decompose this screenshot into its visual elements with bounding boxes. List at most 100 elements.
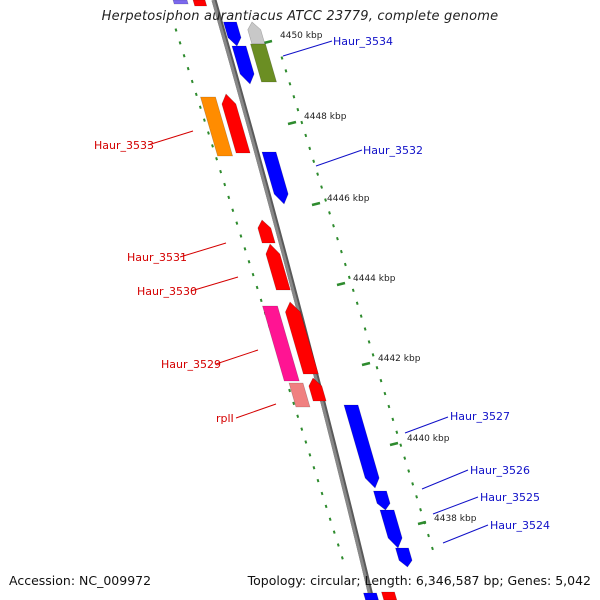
gene-label-haur-3533[interactable]: Haur_3533 (94, 139, 155, 152)
gene-haur-3525 (379, 509, 403, 549)
gene-haur-3534 (231, 45, 255, 85)
right-dot-track (403, 456, 407, 460)
gene-feature (192, 0, 208, 7)
right-dot-track (332, 224, 335, 228)
gene-label-rpli[interactable]: rplI (216, 412, 234, 425)
right-dot-track (288, 82, 292, 86)
right-dot-track (351, 288, 355, 293)
left-dot-track (247, 260, 251, 264)
left-dot-track (332, 530, 336, 534)
right-dot-track (284, 69, 288, 73)
left-dot-track (235, 221, 239, 225)
label-leader-line (215, 349, 259, 365)
gene-haur-3534-b (250, 43, 277, 83)
left-dot-track (207, 131, 210, 135)
gene-haur-3529-b (285, 301, 319, 375)
label-leader-line (432, 496, 479, 515)
left-dot-track (243, 247, 247, 251)
right-dot-track (399, 443, 403, 447)
left-dot-track (178, 41, 182, 45)
left-dot-track (198, 105, 202, 109)
label-leader-line (442, 524, 489, 544)
right-dot-track (391, 417, 395, 422)
scale-label: 4450 kbp (280, 31, 323, 41)
label-leader-line (190, 276, 239, 292)
gene-haur-3533 (200, 96, 234, 157)
right-dot-track (427, 533, 430, 538)
gene-haur-3527 (343, 404, 380, 489)
left-dot-track (174, 28, 178, 32)
left-dot-track (340, 556, 344, 560)
right-dot-track (316, 172, 320, 176)
left-dot-track (316, 478, 320, 483)
gene-label-haur-3531[interactable]: Haur_3531 (127, 251, 188, 264)
right-dot-track (328, 211, 331, 215)
gene-label-haur-3526[interactable]: Haur_3526 (470, 464, 531, 477)
right-dot-track (415, 495, 419, 499)
label-leader-line (179, 242, 227, 258)
gene-haur-3526 (373, 490, 391, 511)
right-dot-track (355, 301, 359, 305)
gene-label-haur-3524[interactable]: Haur_3524 (490, 519, 551, 532)
gene-rpli (288, 382, 311, 408)
gene-label-haur-3529[interactable]: Haur_3529 (161, 358, 222, 371)
right-dot-track (411, 482, 415, 486)
right-dot-track (300, 120, 304, 125)
scale-tick (263, 39, 273, 45)
left-dot-track (304, 440, 308, 444)
left-dot-track (186, 66, 190, 71)
right-dot-track (363, 327, 367, 331)
scale-label: 4440 kbp (407, 434, 450, 444)
right-dot-track (419, 507, 422, 512)
gene-haur-3535 (223, 21, 242, 47)
genome-title: Herpetosiphon aurantiacus ATCC 23779, co… (101, 9, 499, 24)
right-dot-track (371, 353, 375, 357)
right-dot-track (407, 469, 411, 473)
gene-label-haur-3525[interactable]: Haur_3525 (480, 491, 541, 504)
gene-haur-3533-b (221, 93, 251, 154)
gene-label-haur-3527[interactable]: Haur_3527 (450, 410, 511, 423)
label-leader-line (421, 469, 469, 490)
right-dot-track (312, 159, 316, 163)
right-dot-track (343, 262, 347, 267)
label-leader-line (147, 130, 194, 146)
left-dot-track (296, 414, 300, 419)
scale-label: 4442 kbp (378, 354, 421, 364)
gene-feature (172, 0, 189, 5)
scale-tick (311, 201, 321, 207)
left-dot-track (223, 182, 227, 187)
right-dot-track (347, 275, 351, 280)
label-leader-line (282, 40, 333, 57)
left-dot-track (320, 491, 324, 496)
right-dot-track (336, 236, 339, 241)
left-dot-track (239, 234, 243, 238)
gene-feature (247, 21, 266, 45)
scale-tick (389, 441, 399, 447)
scale-tick (361, 361, 371, 367)
left-dot-track (190, 79, 194, 84)
gene-label-haur-3532[interactable]: Haur_3532 (363, 144, 424, 157)
gene-label-haur-3530[interactable]: Haur_3530 (137, 285, 198, 298)
right-dot-track (431, 546, 434, 551)
gene-rpli-b (308, 377, 327, 402)
right-dot-track (395, 430, 399, 435)
left-dot-track (312, 466, 316, 470)
right-dot-track (324, 198, 327, 202)
right-dot-track (320, 185, 323, 189)
right-dot-track (387, 404, 391, 409)
gene-feature (363, 592, 379, 600)
scale-label: 4438 kbp (434, 514, 477, 524)
right-dot-track (280, 56, 284, 60)
left-dot-track (288, 388, 292, 393)
right-dot-track (379, 378, 383, 383)
scale-label: 4448 kbp (304, 112, 347, 122)
right-dot-track (304, 133, 308, 138)
left-dot-track (300, 427, 304, 431)
gene-haur-3532 (261, 151, 289, 205)
scale-tick (287, 120, 297, 126)
label-leader-line (235, 403, 277, 419)
gene-label-haur-3534[interactable]: Haur_3534 (333, 35, 394, 48)
left-dot-track (308, 453, 312, 457)
right-dot-track (292, 94, 296, 99)
scale-tick (417, 520, 427, 526)
